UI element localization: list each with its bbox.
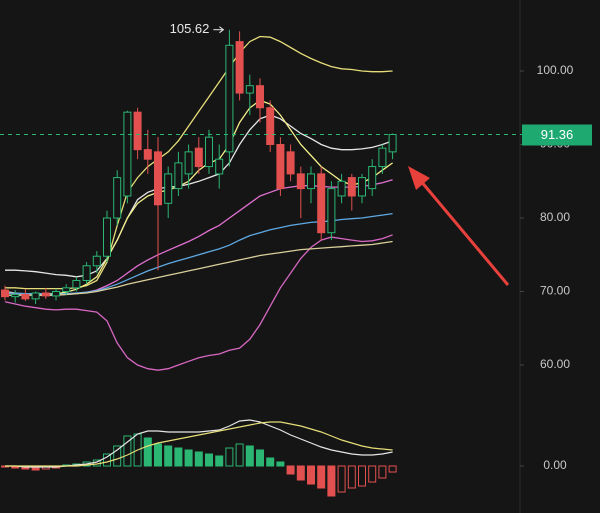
arrow-head <box>408 166 430 190</box>
candle-body <box>205 136 213 168</box>
plot: 60.0070.0080.0090.00100.000.0091.36105.6… <box>0 21 592 497</box>
macd-bar <box>143 437 152 467</box>
candle-body <box>31 292 40 300</box>
macd-bar <box>184 449 193 467</box>
candle-body <box>123 111 132 197</box>
candle-body <box>256 85 264 109</box>
y-tick-label: 60.00 <box>540 357 570 371</box>
macd-bar <box>256 449 264 467</box>
macd-bar <box>307 465 315 485</box>
y-tick-label: 70.00 <box>540 284 570 298</box>
candle-body <box>368 166 377 190</box>
candle-body <box>286 151 295 175</box>
candle-body <box>154 151 162 206</box>
macd-bar <box>317 465 326 489</box>
max-price-pointer-head <box>219 26 225 34</box>
macd-bar <box>327 465 336 497</box>
candle-body <box>143 149 152 160</box>
candle-body <box>103 217 111 257</box>
candle-body <box>276 144 285 190</box>
candle-body <box>21 293 30 300</box>
candle-body <box>327 188 336 234</box>
arrow-shaft <box>418 179 510 286</box>
candle-body <box>113 177 122 219</box>
last-price-label: 91.36 <box>541 127 574 142</box>
last-price-badge <box>522 124 592 146</box>
candle-body <box>296 173 305 190</box>
candle-body <box>133 111 142 151</box>
macd-bar <box>154 443 162 467</box>
macd-line <box>5 421 393 467</box>
candle-body <box>337 180 346 197</box>
macd-bar <box>164 445 173 467</box>
macd-bar <box>266 457 275 467</box>
candle-body <box>174 162 183 190</box>
candle-body <box>164 173 173 204</box>
macd-bar <box>225 447 234 467</box>
macd-bar <box>123 435 132 467</box>
macd-bar <box>368 465 377 483</box>
candle-body <box>82 265 91 281</box>
candle-body <box>92 255 101 267</box>
candle-body <box>215 158 224 175</box>
candle-body <box>388 134 397 153</box>
indicator-line <box>4 234 393 371</box>
macd-bar <box>205 453 213 467</box>
macd-bar <box>337 465 346 493</box>
candle-body <box>347 177 356 197</box>
macd-bar <box>276 461 285 467</box>
candle-body <box>317 173 326 234</box>
indicator-line <box>5 240 393 296</box>
candle-body <box>184 151 193 175</box>
candle-body <box>266 107 275 146</box>
macd-bar <box>245 445 254 467</box>
macd-bar <box>347 465 356 489</box>
candle-body <box>225 44 234 153</box>
candle-body <box>62 287 71 293</box>
candle-body <box>245 85 254 94</box>
candle-body <box>41 292 50 297</box>
macd-bar <box>194 451 203 467</box>
macd-bar <box>215 455 224 467</box>
macd-bar <box>235 443 244 467</box>
indicator-line <box>5 114 393 278</box>
y-tick-label: 0.00 <box>543 458 567 472</box>
macd-bar <box>388 465 397 473</box>
red-arrow <box>408 166 510 286</box>
macd-bar <box>174 447 183 467</box>
candle-body <box>358 177 366 197</box>
candle-body <box>378 147 387 168</box>
candle-body <box>52 291 60 297</box>
candle-body <box>1 289 9 298</box>
macd-bar <box>103 453 111 467</box>
candle-body <box>72 279 81 289</box>
macd-bar <box>113 445 122 467</box>
macd-bar <box>378 465 387 479</box>
macd-bar <box>296 465 305 481</box>
candle-body <box>235 41 244 94</box>
candle-body <box>307 173 315 190</box>
macd-bar <box>286 465 295 475</box>
y-tick-label: 100.00 <box>537 63 574 77</box>
y-tick-label: 80.00 <box>540 210 570 224</box>
max-price-label: 105.62 <box>170 21 210 36</box>
candle-body <box>11 293 20 298</box>
candle-body <box>194 147 203 168</box>
macd-bar <box>358 465 366 487</box>
